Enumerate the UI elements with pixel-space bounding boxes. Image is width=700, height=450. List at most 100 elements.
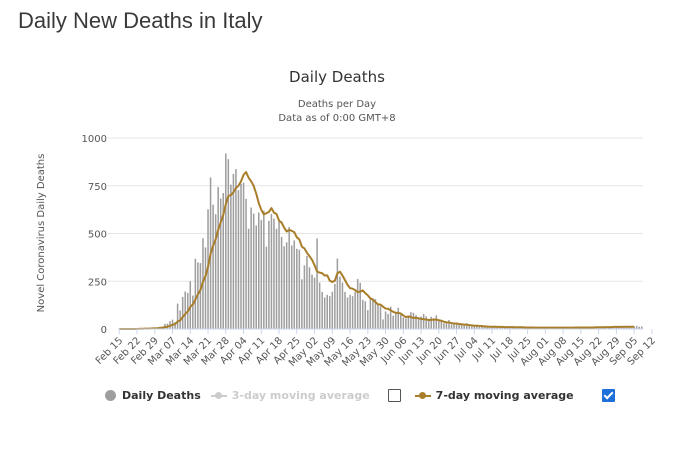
bar-daily-deaths	[298, 249, 301, 329]
bar-daily-deaths	[372, 298, 374, 329]
legend-marker-line-icon	[210, 390, 227, 401]
bar-daily-deaths	[445, 322, 448, 329]
chart-subtitle-line2: Data as of 0:00 GMT+8	[278, 113, 395, 124]
bar-daily-deaths	[440, 319, 443, 329]
legend-label-7-day-average: 7-day moving average	[435, 388, 574, 402]
bar-daily-deaths	[468, 326, 471, 329]
bar-daily-deaths	[346, 297, 349, 329]
legend-item-7-day-average[interactable]: 7-day moving average	[414, 388, 574, 402]
bar-daily-deaths	[420, 316, 422, 329]
bar-daily-deaths	[303, 265, 306, 329]
bar-daily-deaths	[296, 248, 298, 329]
bar-daily-deaths	[425, 316, 427, 329]
legend-label-3-day-average: 3-day moving average	[231, 388, 370, 402]
y-tick-label: 750	[88, 182, 107, 193]
bar-daily-deaths	[521, 327, 524, 329]
bar-daily-deaths	[184, 291, 186, 329]
bar-daily-deaths	[405, 318, 407, 329]
y-tick-label: 1000	[82, 134, 107, 145]
legend-item-daily-deaths[interactable]: Daily Deaths	[105, 389, 201, 402]
bar-daily-deaths	[301, 279, 303, 329]
bar-daily-deaths	[329, 296, 331, 329]
bar-daily-deaths	[250, 207, 252, 329]
bar-daily-deaths	[265, 246, 268, 329]
bar-daily-deaths	[214, 214, 217, 329]
bar-daily-deaths	[610, 327, 613, 329]
bar-daily-deaths	[483, 326, 486, 329]
chart-title: Daily Deaths	[289, 68, 385, 86]
bar-daily-deaths	[270, 214, 273, 329]
bar-daily-deaths	[278, 219, 280, 329]
bar-daily-deaths	[384, 311, 387, 329]
bar-daily-deaths	[258, 212, 260, 329]
y-axis-ticks: 0 250 500 750 1000	[82, 134, 107, 336]
bar-daily-deaths	[625, 326, 628, 329]
bar-daily-deaths	[181, 296, 184, 329]
bar-daily-deaths	[387, 314, 389, 329]
bar-daily-deaths	[204, 247, 207, 329]
bar-daily-deaths	[273, 218, 275, 329]
chart-subtitle-line1: Deaths per Day	[298, 99, 376, 110]
chart-legend: Daily Deaths 3-day moving average 7-day …	[105, 385, 629, 405]
bar-daily-deaths	[280, 236, 283, 329]
bar-daily-deaths	[427, 320, 430, 329]
bar-daily-deaths	[392, 315, 394, 329]
grid-lines	[108, 137, 643, 282]
page-title: Daily New Deaths in Italy	[18, 8, 263, 33]
bar-daily-deaths	[306, 256, 308, 329]
bar-daily-deaths	[382, 319, 384, 329]
bar-daily-deaths	[417, 318, 420, 329]
bar-daily-deaths	[245, 198, 247, 329]
bar-daily-deaths	[174, 322, 176, 329]
bar-daily-deaths	[476, 324, 478, 329]
bar-daily-deaths	[225, 153, 227, 329]
bar-daily-deaths	[412, 312, 415, 329]
bar-daily-deaths	[252, 213, 255, 329]
bar-daily-deaths	[369, 298, 372, 329]
bar-daily-deaths	[316, 238, 318, 329]
checkbox-3-day-average[interactable]	[387, 388, 401, 402]
bar-daily-deaths	[176, 303, 179, 329]
bar-daily-deaths	[448, 320, 450, 329]
line-series-7-day-average	[119, 171, 635, 330]
bar-daily-deaths	[453, 324, 455, 329]
bar-daily-deaths	[341, 282, 344, 329]
bar-daily-deaths	[230, 184, 232, 329]
bar-daily-deaths	[212, 204, 214, 329]
bar-daily-deaths	[438, 320, 440, 329]
bar-series-daily-deaths	[136, 153, 643, 329]
bar-daily-deaths	[189, 281, 192, 329]
legend-label-daily-deaths: Daily Deaths	[122, 388, 201, 402]
bar-daily-deaths	[463, 324, 465, 329]
legend-item-3-day-average[interactable]: 3-day moving average	[210, 388, 370, 402]
bar-daily-deaths	[293, 240, 296, 329]
legend-marker-circle-icon	[105, 389, 116, 401]
checkbox-7-day-average[interactable]	[601, 388, 615, 402]
legend-marker-line-icon	[414, 390, 431, 401]
y-axis-label: Novel Coronavirus Daily Deaths	[36, 154, 47, 313]
bar-daily-deaths	[628, 327, 630, 329]
bar-daily-deaths	[255, 225, 257, 329]
bar-daily-deaths	[407, 315, 410, 329]
bar-daily-deaths	[247, 228, 250, 329]
bar-daily-deaths	[455, 323, 458, 329]
bar-daily-deaths	[640, 326, 643, 329]
bar-daily-deaths	[240, 183, 242, 329]
bar-daily-deaths	[400, 314, 402, 329]
bar-daily-deaths	[397, 307, 400, 329]
bar-daily-deaths	[354, 291, 356, 329]
bar-daily-deaths	[635, 325, 638, 329]
bar-daily-deaths	[465, 323, 468, 329]
bar-daily-deaths	[433, 318, 435, 329]
bar-daily-deaths	[460, 324, 463, 329]
bar-daily-deaths	[367, 310, 369, 329]
bar-daily-deaths	[339, 276, 341, 329]
bar-daily-deaths	[331, 291, 334, 329]
bar-daily-deaths	[618, 327, 620, 329]
bar-daily-deaths	[496, 327, 498, 329]
bar-daily-deaths	[344, 291, 346, 329]
bar-daily-deaths	[630, 326, 633, 329]
bar-daily-deaths	[595, 327, 597, 329]
